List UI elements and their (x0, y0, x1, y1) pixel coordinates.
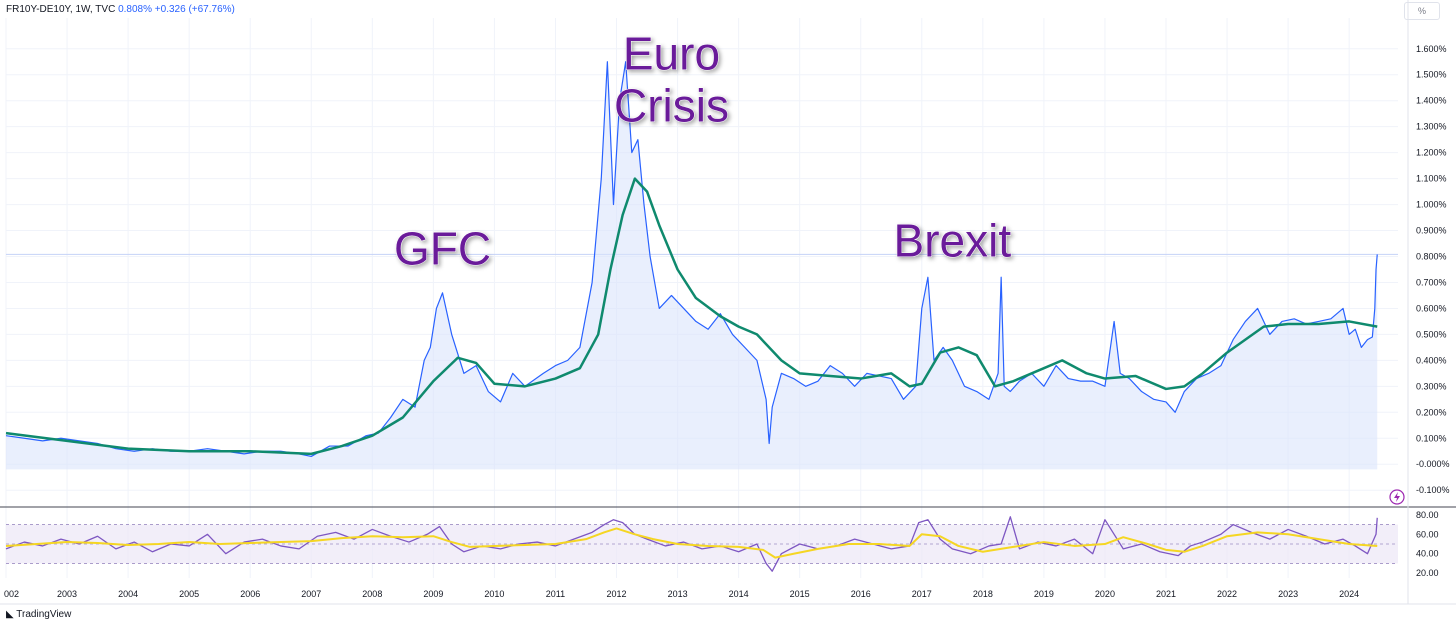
rsi-ma-line (5, 527, 1378, 559)
x-tick-label: 002 (4, 589, 19, 599)
x-tick-label: 2015 (790, 589, 810, 599)
x-tick-label: 2014 (729, 589, 749, 599)
y-tick-label: 0.700% (1416, 277, 1447, 287)
price-line (5, 61, 1378, 458)
x-tick-label: 2010 (484, 589, 504, 599)
y-tick-label: 0.300% (1416, 381, 1447, 391)
y-tick-label: -0.000% (1416, 459, 1450, 469)
y-tick-label: 1.400% (1416, 96, 1447, 106)
grid (0, 0, 1456, 605)
y-tick-label: 0.800% (1416, 252, 1447, 262)
x-tick-label: 2017 (912, 589, 932, 599)
x-tick-label: 2022 (1217, 589, 1237, 599)
rsi-tick-label: 60.00 (1416, 529, 1439, 539)
symbol-label[interactable]: FR10Y-DE10Y, 1W, TVC (6, 4, 116, 15)
price-area (5, 61, 1378, 470)
rsi-tick-label: 40.00 (1416, 549, 1439, 559)
x-tick-label: 2011 (546, 589, 565, 599)
price-area-fill (6, 61, 1378, 470)
annotation-label: Euro (623, 28, 720, 80)
y-tick-label: 1.100% (1416, 174, 1447, 184)
tradingview-icon: ◣ (6, 609, 17, 620)
tradingview-logo[interactable]: ◣ TradingView (6, 609, 71, 620)
rsi-tick-label: 20.00 (1416, 568, 1439, 578)
y-tick-label: 0.600% (1416, 303, 1447, 313)
y-tick-label: 1.000% (1416, 200, 1447, 210)
annotation-label: Brexit (894, 215, 1012, 267)
annotation-label: GFC (394, 222, 491, 274)
percent-scale-button[interactable]: % (1404, 2, 1440, 20)
x-tick-label: 2020 (1095, 589, 1115, 599)
y-tick-label: 1.300% (1416, 122, 1447, 132)
rsi-tick-label: 80.00 (1416, 510, 1439, 520)
x-tick-label: 2005 (179, 589, 199, 599)
change-value: +0.326 (+67.76%) (154, 4, 235, 15)
annotation-label: Crisis (614, 79, 729, 131)
x-tick-label: 2018 (973, 589, 993, 599)
x-tick-label: 2009 (423, 589, 443, 599)
y-tick-label: -0.100% (1416, 485, 1450, 495)
rsi-pane (5, 516, 1398, 572)
x-tick-label: 2024 (1339, 589, 1359, 599)
x-tick-label: 2019 (1034, 589, 1054, 599)
x-tick-label: 2023 (1278, 589, 1298, 599)
x-tick-label: 2012 (607, 589, 627, 599)
y-tick-label: 1.200% (1416, 148, 1447, 158)
y-tick-label: 0.500% (1416, 329, 1447, 339)
x-tick-label: 2008 (362, 589, 382, 599)
axes: 1.600% 1.500% 1.400% 1.300% 1.200% 1.100% 1.00… (4, 44, 1450, 599)
icons (1389, 489, 1405, 505)
y-tick-label: 0.400% (1416, 355, 1447, 365)
y-tick-label: 1.600% (1416, 44, 1447, 54)
lightning-icon[interactable] (1389, 489, 1405, 505)
moving-average-line (5, 177, 1378, 456)
y-tick-label: 0.200% (1416, 407, 1447, 417)
brand-label: TradingView (16, 609, 72, 620)
x-tick-label: 2016 (851, 589, 871, 599)
chart-header: FR10Y-DE10Y, 1W, TVC 0.808% +0.326 (+67.… (6, 4, 235, 15)
x-tick-label: 2006 (240, 589, 260, 599)
x-tick-label: 2021 (1156, 589, 1176, 599)
y-tick-label: 1.500% (1416, 70, 1447, 80)
last-value: 0.808% (118, 4, 153, 15)
x-tick-label: 2004 (118, 589, 138, 599)
y-tick-label: 0.100% (1416, 433, 1447, 443)
x-tick-label: 2007 (301, 589, 321, 599)
y-tick-label: 0.900% (1416, 226, 1447, 236)
x-tick-label: 2013 (668, 589, 688, 599)
x-tick-label: 2003 (57, 589, 77, 599)
